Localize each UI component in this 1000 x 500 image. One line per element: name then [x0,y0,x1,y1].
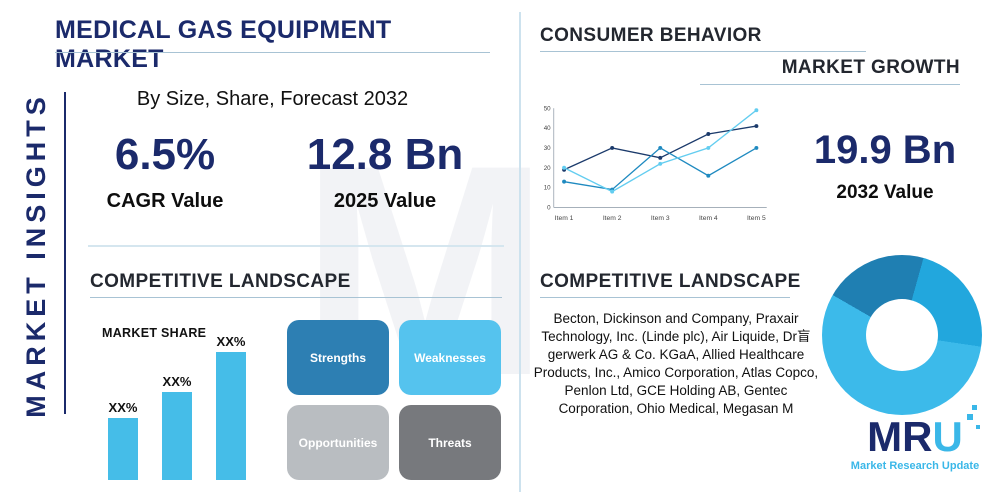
logo-letter-m: M [867,413,903,460]
value-2032: 19.9 Bn [813,128,957,172]
page-subtitle: By Size, Share, Forecast 2032 [136,88,409,110]
logo-letter-u: U [932,413,963,460]
bar [108,418,138,480]
vertical-divider [519,12,521,492]
data-point [754,145,759,150]
consumer-behavior-underline [540,51,866,52]
data-point [562,165,567,170]
swot-grid: Strengths Weaknesses Opportunities Threa… [287,320,501,480]
donut-hole [866,299,938,371]
y-tick-label: 20 [544,165,551,172]
sidebar-divider-line [64,92,66,414]
competitive-landscape-right-underline [540,297,790,298]
label-2032: 2032 Value [836,182,934,203]
mru-logo: MRU Market Research Update [836,405,994,472]
horizontal-divider [88,245,504,247]
logo-dot [966,414,973,420]
line-chart: 0 10 20 30 40 50 Item 1 Item 2 Item 3 Item 4 Item … [544,105,767,222]
bar-value-label: XX% [216,334,246,349]
y-tick-label: 0 [547,205,551,212]
swot-strengths-label: Strengths [309,350,366,365]
data-point [706,145,711,150]
swot-threats: Threats [399,405,501,480]
data-point [658,161,663,166]
label-2025: 2025 Value [333,190,437,212]
data-point [562,179,567,184]
logo-letter-r: R [902,413,933,460]
market-share-bar-group: XX% [214,334,248,480]
data-point [706,132,711,136]
competitive-landscape-left-underline [90,297,502,298]
x-tick-label: Item 1 [555,215,574,222]
donut-chart [822,255,982,415]
logo-letters: MRU [867,405,980,460]
x-tick-label: Item 3 [651,215,670,222]
competitive-landscape-left-heading: COMPETITIVE LANDSCAPE [90,271,351,292]
swot-strengths: Strengths [287,320,389,395]
bar [216,352,246,480]
company-list: Becton, Dickinson and Company, Praxair T… [533,311,819,417]
y-tick-label: 50 [544,105,551,112]
market-share-bar-group: XX% [106,400,140,480]
logo-tagline: Market Research Update [850,460,980,472]
market-share-bars: XX% XX% XX% [100,330,275,480]
x-tick-label: Item 5 [747,215,766,222]
cagr-value: 6.5% [114,130,216,179]
page-title: MEDICAL GAS EQUIPMENT MARKET [55,16,392,73]
value-2025: 12.8 Bn [306,130,464,179]
y-tick-label: 40 [544,125,551,132]
swot-threats-label: Threats [428,435,472,450]
data-point [754,124,759,129]
y-tick-label: 10 [544,185,551,192]
data-point [706,173,711,178]
swot-weaknesses: Weaknesses [399,320,501,395]
data-point [610,145,615,150]
market-growth-underline [700,84,960,85]
x-tick-label: Item 4 [699,215,718,222]
market-growth-heading: MARKET GROWTH [781,57,960,78]
data-point [754,108,759,113]
series-medium-blue [563,147,757,191]
bar-value-label: XX% [162,374,192,389]
data-point [610,189,615,194]
market-share-bar-group: XX% [160,374,194,480]
bar-value-label: XX% [108,400,138,415]
consumer-behavior-heading: CONSUMER BEHAVIOR [540,25,762,46]
sidebar-vertical-label: MARKET INSIGHTS [21,92,51,418]
logo-dot [971,405,977,410]
y-tick-label: 30 [544,145,551,152]
competitive-landscape-right-heading: COMPETITIVE LANDSCAPE [540,271,801,292]
title-underline [55,52,490,53]
swot-opportunities-label: Opportunities [298,435,378,450]
swot-weaknesses-label: Weaknesses [414,350,486,365]
market-share-title: MARKET SHARE [102,326,207,340]
x-tick-label: Item 2 [603,215,622,222]
logo-dot [975,425,980,429]
swot-opportunities: Opportunities [287,405,389,480]
series-light-cyan [563,109,757,193]
bar [162,392,192,480]
data-point [658,145,663,150]
data-point [658,155,663,160]
cagr-label: CAGR Value [106,190,224,212]
